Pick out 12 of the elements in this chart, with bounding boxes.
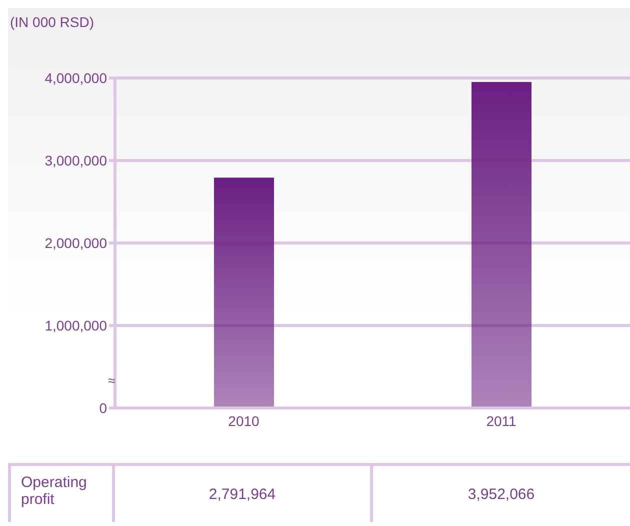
- y-tick-label: 1,000,000: [44, 317, 108, 334]
- y-tick-label: 2,000,000: [44, 234, 108, 251]
- y-axis-title: (IN 000 RSD): [10, 14, 94, 30]
- data-label: 3,952,066: [466, 484, 536, 504]
- y-tick-label: 0: [99, 400, 108, 416]
- x-tick-label: 2011: [486, 412, 517, 429]
- x-tick-label: 2010: [228, 412, 260, 429]
- text: Operating profit: [8, 466, 115, 522]
- data-label: 2,791,964: [115, 466, 372, 522]
- y-tick-label: 3,000,000: [44, 152, 108, 168]
- annotation: ≈: [108, 373, 116, 388]
- y-tick-label: 4,000,000: [44, 70, 108, 86]
